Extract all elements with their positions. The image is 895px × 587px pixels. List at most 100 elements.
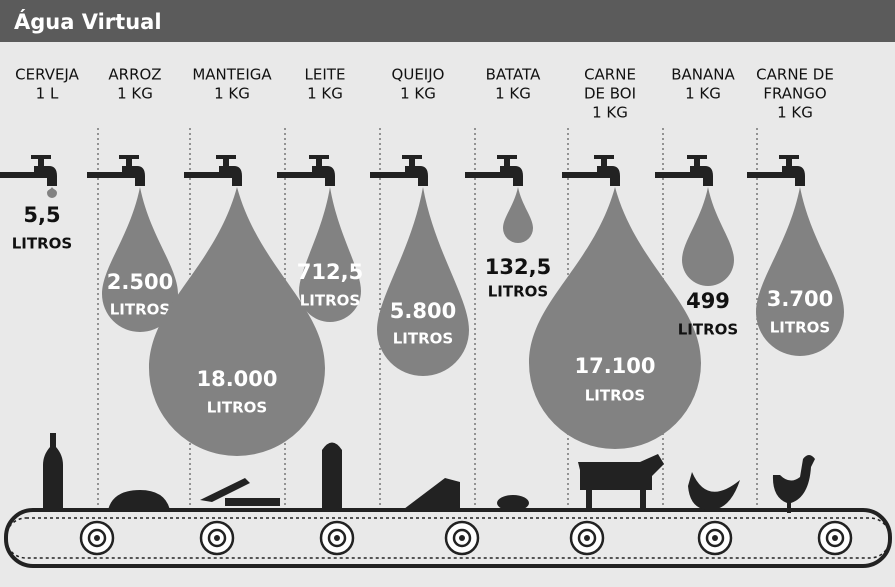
- item-label: 1 KG: [685, 85, 721, 103]
- item-label: 1 KG: [307, 85, 343, 103]
- unit: LITROS: [770, 319, 830, 337]
- roller-axle: [214, 535, 220, 541]
- faucet-handle: [223, 156, 229, 166]
- amount: 132,5: [485, 255, 551, 279]
- icon-milk: [322, 442, 342, 510]
- unit: LITROS: [678, 321, 738, 339]
- faucet-handle: [504, 156, 510, 166]
- item-label: QUEIJO: [392, 66, 445, 84]
- water-drop: [529, 187, 701, 449]
- icon-butter: [200, 478, 280, 512]
- roller-axle: [584, 535, 590, 541]
- water-drop: [756, 187, 844, 356]
- water-drop: [102, 187, 178, 332]
- roller-hub: [452, 528, 472, 548]
- roller-axle: [832, 535, 838, 541]
- faucet: [0, 166, 57, 186]
- faucet: [184, 166, 242, 186]
- icon-bottle: [43, 433, 63, 509]
- roller-hub: [87, 528, 107, 548]
- roller-hub: [577, 528, 597, 548]
- faucet-handle: [316, 156, 322, 166]
- item-label: ARROZ: [108, 66, 161, 84]
- icon-rice: [108, 490, 170, 510]
- water-drop: [682, 187, 734, 286]
- item-label: 1 L: [36, 85, 59, 103]
- unit: LITROS: [585, 387, 645, 405]
- roller-axle: [334, 535, 340, 541]
- item-label: CARNE: [584, 66, 636, 84]
- item-label: 1 KG: [117, 85, 153, 103]
- unit: LITROS: [207, 399, 267, 417]
- unit: LITROS: [12, 235, 72, 253]
- water-drop: [503, 187, 533, 243]
- item-label: 1 KG: [592, 104, 628, 122]
- faucet: [562, 166, 620, 186]
- roller-hub: [705, 528, 725, 548]
- faucet-handle: [402, 155, 422, 159]
- unit: LITROS: [110, 301, 170, 319]
- faucet-handle: [309, 155, 329, 159]
- faucet-handle: [497, 155, 517, 159]
- faucet: [277, 166, 335, 186]
- amount: 18.000: [196, 367, 277, 391]
- roller-axle: [712, 535, 718, 541]
- faucet-handle: [694, 156, 700, 166]
- water-drop: [299, 187, 361, 322]
- unit: LITROS: [488, 283, 548, 301]
- water-drop: [47, 187, 57, 198]
- faucet-handle: [779, 155, 799, 159]
- item-label: 1 KG: [495, 85, 531, 103]
- item-label: MANTEIGA: [192, 66, 272, 84]
- icon-cow: [578, 454, 664, 510]
- faucet-handle: [126, 156, 132, 166]
- water-drop: [377, 187, 469, 376]
- belt-inner: [5, 517, 891, 559]
- unit: LITROS: [300, 292, 360, 310]
- title: Água Virtual: [14, 9, 162, 34]
- icon-cheese: [400, 478, 460, 512]
- item-label: BATATA: [486, 66, 541, 84]
- faucet-handle: [119, 155, 139, 159]
- unit: LITROS: [393, 330, 453, 348]
- faucet-handle: [31, 155, 51, 159]
- amount: 499: [686, 289, 730, 313]
- amount: 2.500: [107, 270, 173, 294]
- faucet: [370, 166, 428, 186]
- item-label: DE BOI: [584, 85, 636, 103]
- faucet-handle: [786, 156, 792, 166]
- icon-chicken: [772, 455, 815, 513]
- faucet-handle: [601, 156, 607, 166]
- faucet: [465, 166, 523, 186]
- water-drop: [149, 187, 325, 456]
- icon-banana: [688, 472, 740, 510]
- amount: 3.700: [767, 287, 833, 311]
- item-label: 1 KG: [777, 104, 813, 122]
- item-label: 1 KG: [400, 85, 436, 103]
- item-label: LEITE: [305, 66, 346, 84]
- faucet-handle: [409, 156, 415, 166]
- amount: 17.100: [574, 354, 655, 378]
- roller-hub: [327, 528, 347, 548]
- item-label: CARNE DE: [756, 66, 834, 84]
- faucet-handle: [594, 155, 614, 159]
- item-label: 1 KG: [214, 85, 250, 103]
- roller-hub: [825, 528, 845, 548]
- amount: 5,5: [23, 203, 60, 227]
- faucet: [87, 166, 145, 186]
- roller-axle: [459, 535, 465, 541]
- title-bar: [0, 0, 895, 42]
- item-label: FRANGO: [763, 85, 826, 103]
- faucet: [655, 166, 713, 186]
- item-label: BANANA: [671, 66, 735, 84]
- faucet: [747, 166, 805, 186]
